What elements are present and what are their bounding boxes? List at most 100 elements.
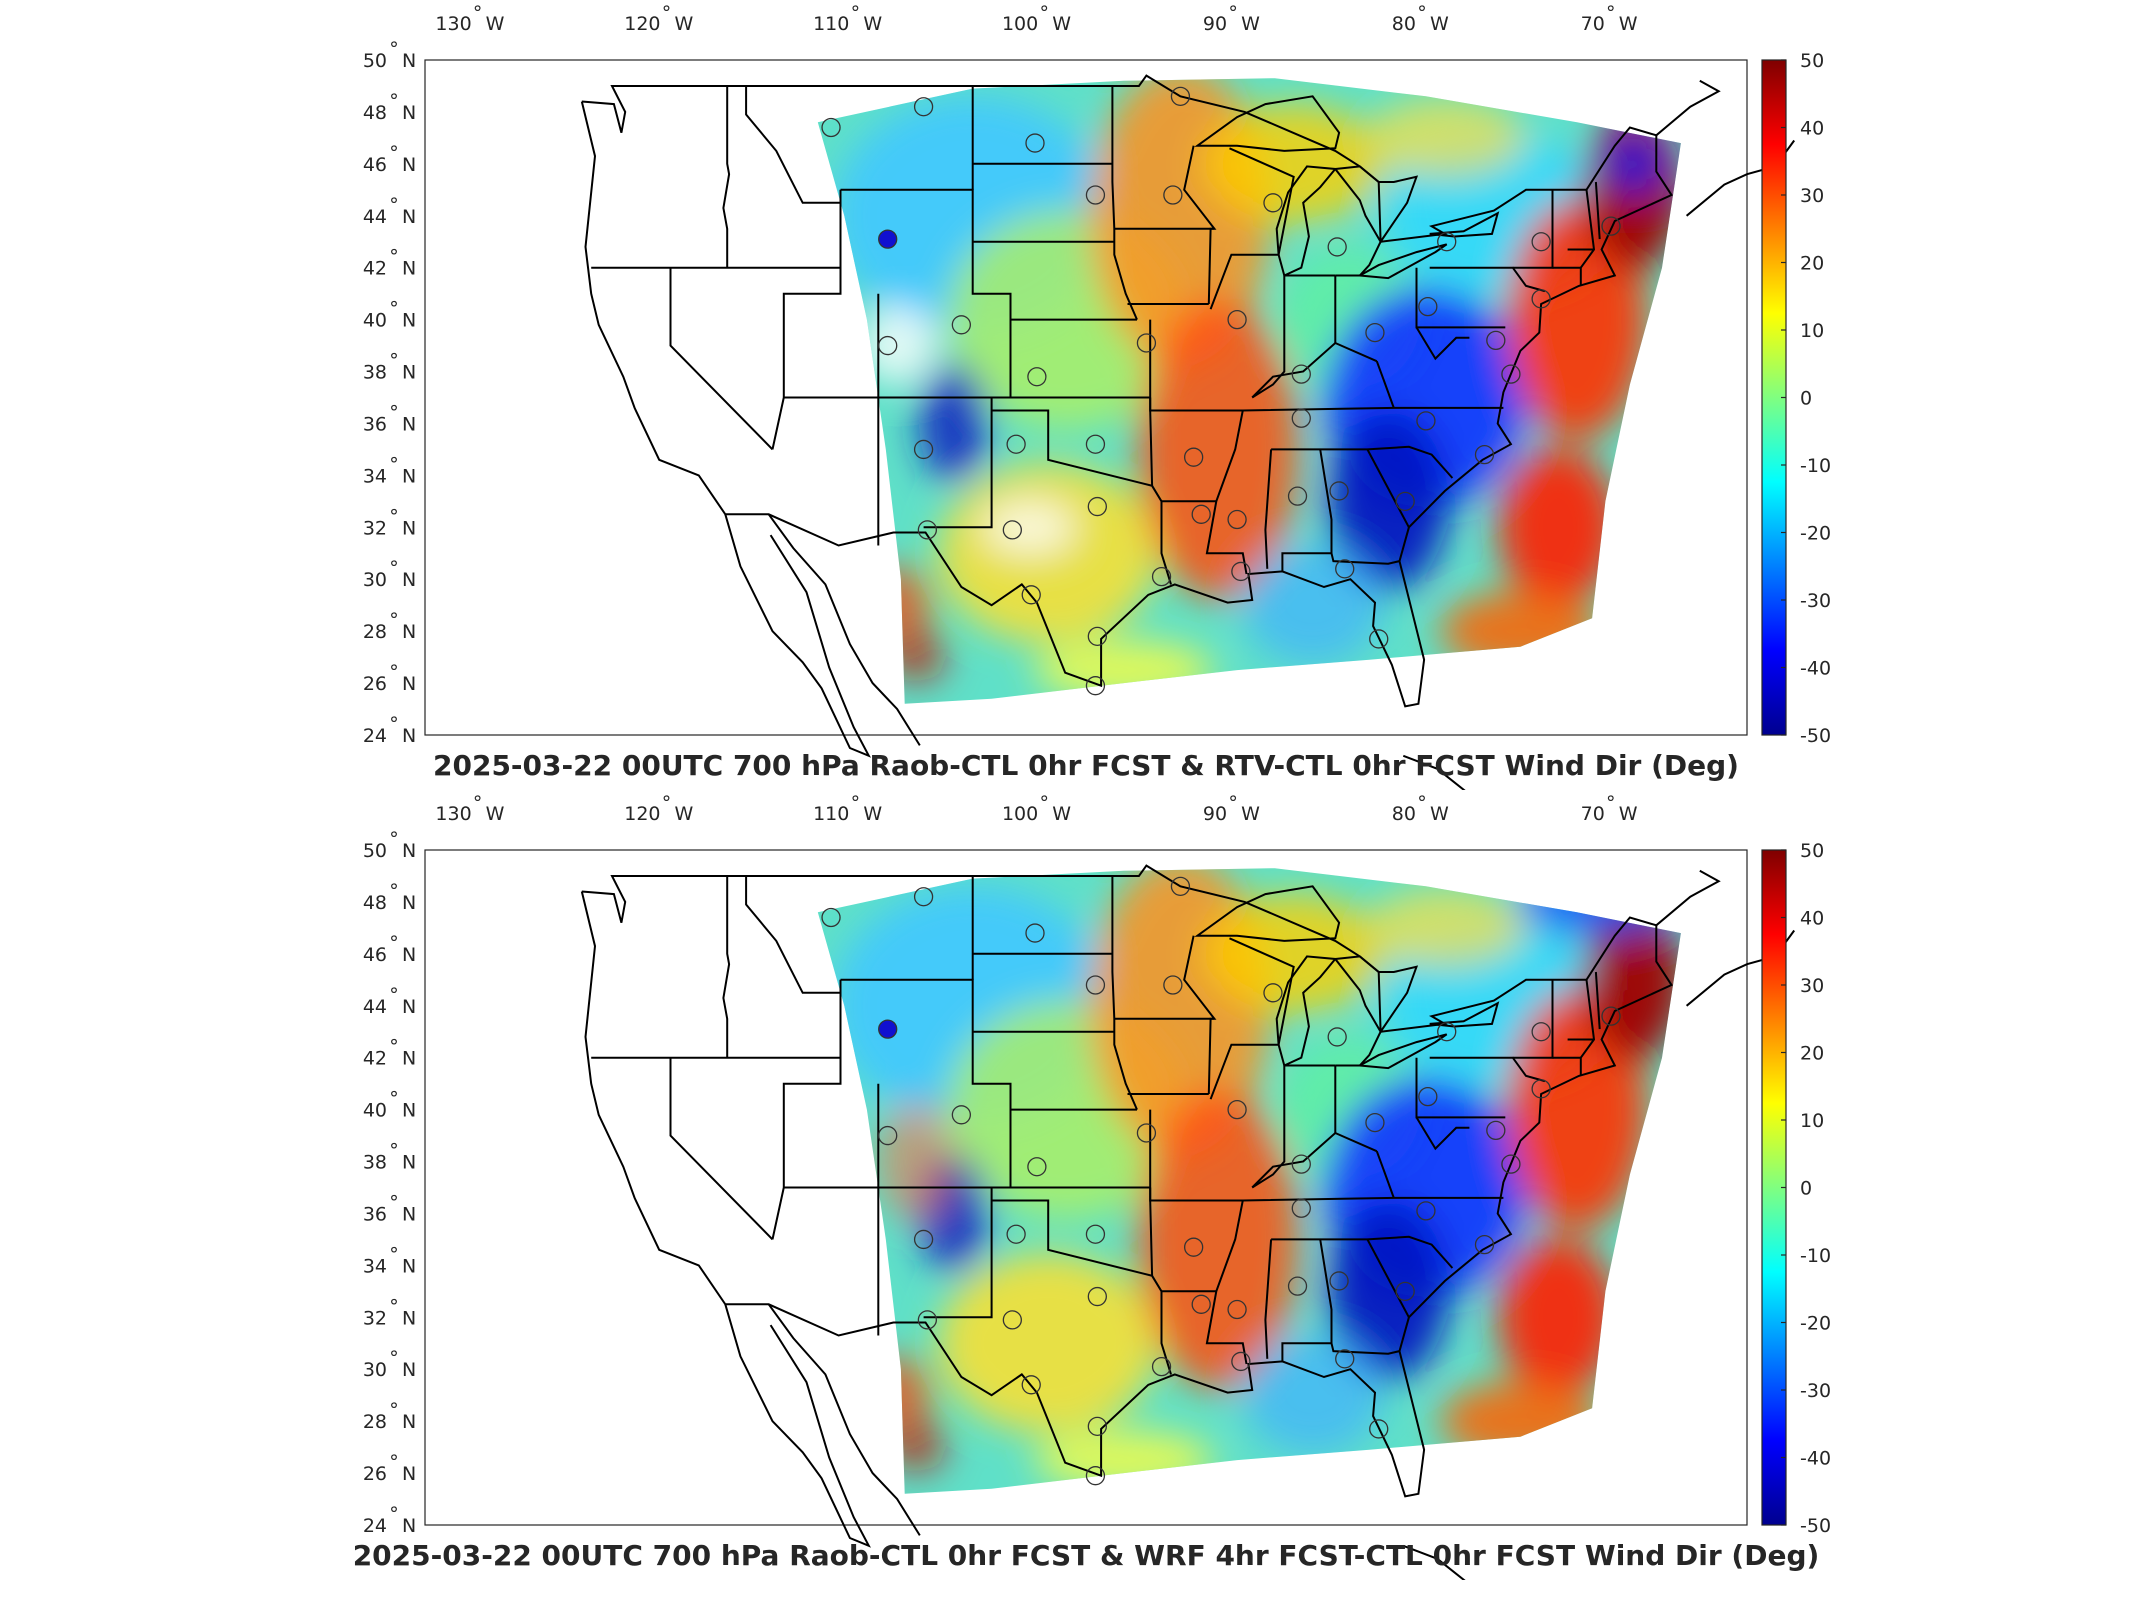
west-label: W bbox=[1052, 803, 1071, 825]
lat-label: 46 bbox=[363, 944, 387, 966]
station-marker bbox=[1085, 434, 1106, 454]
lat-label: 36 bbox=[363, 1203, 387, 1225]
degree-symbol: ° bbox=[389, 609, 399, 631]
station-marker bbox=[1531, 232, 1551, 252]
colorbar-tick-label: -30 bbox=[1800, 1380, 1831, 1402]
station-marker bbox=[1601, 1006, 1621, 1026]
station-marker bbox=[878, 335, 898, 356]
degree-symbol: ° bbox=[473, 792, 483, 814]
colorbar-tick-label: 0 bbox=[1800, 388, 1812, 410]
lat-label: 26 bbox=[363, 673, 387, 695]
lat-label: 38 bbox=[363, 362, 387, 384]
north-label: N bbox=[402, 996, 416, 1018]
lat-label: 48 bbox=[363, 102, 387, 124]
degree-symbol: ° bbox=[389, 142, 399, 164]
colorbar-tick-label: -20 bbox=[1800, 523, 1831, 545]
station-marker bbox=[1291, 364, 1311, 384]
station-marker bbox=[1395, 1281, 1415, 1301]
station-marker bbox=[1151, 1356, 1172, 1377]
station-marker bbox=[1263, 193, 1283, 213]
degree-symbol: ° bbox=[1606, 792, 1616, 814]
station-marker bbox=[1327, 1027, 1347, 1047]
degree-symbol: ° bbox=[389, 932, 399, 954]
degree-symbol: ° bbox=[389, 38, 399, 60]
lon-label: 90 bbox=[1203, 13, 1227, 35]
station-marker bbox=[1027, 367, 1047, 387]
north-label: N bbox=[402, 673, 416, 695]
station-marker bbox=[821, 117, 841, 138]
west-label: W bbox=[1241, 803, 1260, 825]
lon-label: 90 bbox=[1203, 803, 1227, 825]
north-label: N bbox=[402, 892, 416, 914]
station-marker bbox=[1227, 309, 1247, 330]
station-marker bbox=[1087, 1416, 1107, 1436]
colorbar-tick-label: -50 bbox=[1800, 1515, 1831, 1537]
lon-label: 110 bbox=[813, 13, 849, 35]
station-marker bbox=[1170, 86, 1191, 106]
station-marker bbox=[1170, 876, 1191, 896]
north-label: N bbox=[402, 1255, 416, 1277]
station-marker bbox=[1291, 1198, 1311, 1218]
north-label: N bbox=[402, 1463, 416, 1485]
degree-symbol: ° bbox=[389, 350, 399, 372]
station-marker bbox=[1418, 1086, 1438, 1107]
map-figure: 130 ° W 120 ° W 110 ° W 100 ° W 90 ° W 80 ° W 70 ° W50°N48°N… bbox=[363, 2, 1831, 790]
station-marker bbox=[913, 887, 934, 907]
lon-label: 70 bbox=[1581, 803, 1605, 825]
north-label: N bbox=[402, 1515, 416, 1537]
station-marker bbox=[1231, 561, 1251, 582]
station-marker bbox=[1263, 983, 1283, 1003]
station-marker bbox=[913, 439, 934, 460]
west-label: W bbox=[675, 13, 694, 35]
wind-direction-field bbox=[817, 868, 1681, 1494]
degree-symbol: ° bbox=[389, 984, 399, 1006]
station-marker bbox=[1006, 1224, 1026, 1244]
station-marker bbox=[1329, 481, 1349, 501]
lat-label: 28 bbox=[363, 621, 387, 643]
station-marker bbox=[1291, 1154, 1311, 1174]
station-marker bbox=[1601, 216, 1621, 236]
degree-symbol: ° bbox=[1417, 2, 1427, 24]
north-label: N bbox=[402, 154, 416, 176]
degree-symbol: ° bbox=[389, 880, 399, 902]
degree-symbol: ° bbox=[389, 661, 399, 683]
panel-title: 2025-03-22 00UTC 700 hPa Raob-CTL 0hr FC… bbox=[353, 1539, 1820, 1572]
station-marker bbox=[1085, 975, 1106, 995]
station-marker bbox=[1531, 1079, 1551, 1099]
station-marker bbox=[1227, 1299, 1247, 1320]
north-label: N bbox=[402, 310, 416, 332]
lon-label: 80 bbox=[1392, 13, 1416, 35]
degree-symbol: ° bbox=[662, 2, 672, 24]
degree-symbol: ° bbox=[389, 505, 399, 527]
colorbar-tick-label: -10 bbox=[1800, 1245, 1831, 1267]
station-marker bbox=[1416, 411, 1436, 431]
station-marker bbox=[1395, 491, 1415, 511]
lon-label: 70 bbox=[1581, 13, 1605, 35]
degree-symbol: ° bbox=[1039, 792, 1049, 814]
station-marker bbox=[951, 315, 972, 335]
lat-label: 46 bbox=[363, 154, 387, 176]
colorbar-tick-label: 50 bbox=[1800, 50, 1824, 72]
west-label: W bbox=[486, 803, 505, 825]
lat-label: 40 bbox=[363, 310, 387, 332]
north-label: N bbox=[402, 517, 416, 539]
west-label: W bbox=[1619, 803, 1638, 825]
north-label: N bbox=[402, 1307, 416, 1329]
station-marker bbox=[1163, 185, 1183, 205]
lon-label: 100 bbox=[1002, 13, 1038, 35]
west-label: W bbox=[1619, 13, 1638, 35]
west-label: W bbox=[486, 13, 505, 35]
lon-label: 130 bbox=[435, 803, 471, 825]
west-label: W bbox=[1430, 803, 1449, 825]
degree-symbol: ° bbox=[389, 1088, 399, 1110]
north-label: N bbox=[402, 1100, 416, 1122]
degree-symbol: ° bbox=[389, 1191, 399, 1213]
west-label: W bbox=[863, 13, 882, 35]
lat-label: 30 bbox=[363, 569, 387, 591]
lat-label: 24 bbox=[363, 1515, 387, 1537]
north-label: N bbox=[402, 1203, 416, 1225]
lon-label: 100 bbox=[1002, 803, 1038, 825]
degree-symbol: ° bbox=[389, 1399, 399, 1421]
lat-label: 42 bbox=[363, 258, 387, 280]
degree-symbol: ° bbox=[389, 557, 399, 579]
